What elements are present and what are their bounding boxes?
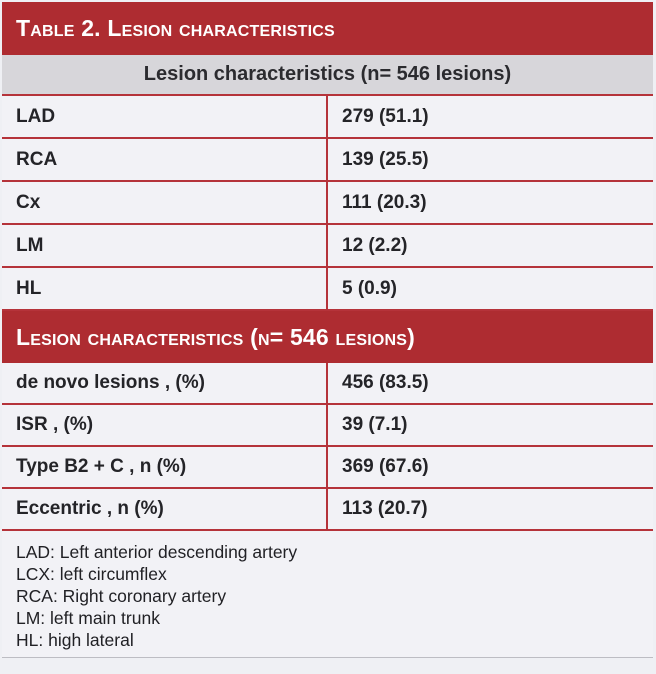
vessel-rows-section: LAD 279 (51.1) RCA 139 (25.5) Cx 111 (20… xyxy=(2,96,653,311)
lesion-rows-section: de novo lesions , (%) 456 (83.5) ISR , (… xyxy=(2,363,653,531)
row-value: 113 (20.7) xyxy=(342,498,428,519)
table-row: Cx 111 (20.3) xyxy=(2,182,653,225)
row-value: 369 (67.6) xyxy=(342,456,429,477)
table-subheader-text: Lesion characteristics (n= 546 lesions) xyxy=(143,63,512,85)
table-row: LAD 279 (51.1) xyxy=(2,96,653,139)
row-value: 111 (20.3) xyxy=(342,191,427,213)
footnote-lm: LM: left main trunk xyxy=(16,608,160,628)
row-label: ISR , (%) xyxy=(2,405,328,445)
table-title-banner: Table 2. Lesion characteristics xyxy=(2,2,653,55)
table-title-text: Table 2. Lesion characteristics xyxy=(16,15,335,41)
table-row: RCA 139 (25.5) xyxy=(2,139,653,182)
row-label: Cx xyxy=(2,182,328,223)
table-row: HL 5 (0.9) xyxy=(2,268,653,311)
table-row: Eccentric , n (%) 113 (20.7) xyxy=(2,489,653,531)
row-value: 39 (7.1) xyxy=(342,414,408,435)
row-value: 456 (83.5) xyxy=(342,372,429,393)
row-label: HL xyxy=(2,268,328,309)
table-row: Type B2 + C , n (%) 369 (67.6) xyxy=(2,447,653,489)
row-label: Eccentric , n (%) xyxy=(2,489,328,529)
row-label: LM xyxy=(2,225,328,266)
row-label: Type B2 + C , n (%) xyxy=(2,447,328,487)
row-value: 139 (25.5) xyxy=(342,148,429,170)
row-value: 12 (2.2) xyxy=(342,234,408,256)
lesion-section-banner-text: Lesion characteristics (n= 546 lesions) xyxy=(16,323,416,350)
table-row: LM 12 (2.2) xyxy=(2,225,653,268)
abbreviation-footnotes: LAD: Left anterior descending artery LCX… xyxy=(2,531,653,658)
lesion-section-banner: Lesion characteristics (n= 546 lesions) xyxy=(2,311,653,363)
row-label: LAD xyxy=(2,96,328,137)
table-row: ISR , (%) 39 (7.1) xyxy=(2,405,653,447)
footnote-lad: LAD: Left anterior descending artery xyxy=(16,542,298,562)
row-value: 279 (51.1) xyxy=(342,105,429,127)
row-value: 5 (0.9) xyxy=(342,277,397,299)
lesion-characteristics-table: Table 2. Lesion characteristics Lesion c… xyxy=(2,2,653,658)
table-subheader: Lesion characteristics (n= 546 lesions) xyxy=(2,55,653,96)
table-row: de novo lesions , (%) 456 (83.5) xyxy=(2,363,653,405)
footnote-hl: HL: high lateral xyxy=(16,630,134,650)
row-label: de novo lesions , (%) xyxy=(2,363,328,403)
row-label: RCA xyxy=(2,139,328,180)
footnote-lcx: LCX: left circumflex xyxy=(16,564,167,584)
footnote-rca: RCA: Right coronary artery xyxy=(16,586,227,606)
